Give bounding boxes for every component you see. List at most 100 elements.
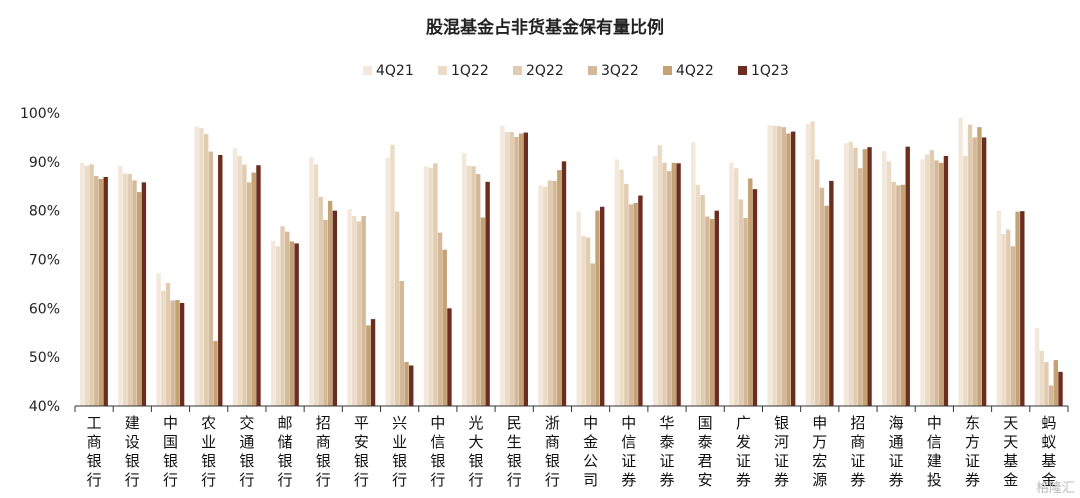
bar-4Q21 [194, 126, 199, 407]
bar-4Q21 [729, 162, 734, 406]
bar-3Q22 [819, 187, 825, 406]
bar-1Q22 [313, 164, 319, 406]
bar-4Q22 [939, 162, 944, 406]
x-category-label: 邮储银行 [278, 414, 293, 489]
bar-1Q23 [1058, 371, 1063, 406]
bar-group [194, 126, 223, 407]
bar-4Q22 [709, 218, 715, 406]
bar-4Q21 [423, 166, 429, 406]
bar-4Q22 [289, 241, 295, 406]
x-category-label: 招商证券 [850, 414, 865, 489]
bar-4Q22 [327, 200, 333, 406]
bar-4Q22 [1015, 211, 1020, 406]
bar-1Q23 [867, 147, 872, 406]
bar-1Q23 [676, 163, 681, 406]
bar-group [767, 125, 796, 407]
bar-2Q22 [203, 134, 209, 406]
bar-1Q23 [561, 161, 567, 406]
x-category-label: 中信证券 [621, 414, 636, 489]
bar-4Q22 [442, 249, 447, 406]
bar-3Q22 [476, 174, 481, 406]
bar-4Q21 [767, 125, 772, 407]
bar-1Q22 [352, 216, 357, 406]
bar-1Q22 [1001, 234, 1006, 406]
bar-4Q22 [862, 149, 868, 406]
x-category-label: 民生银行 [507, 414, 522, 489]
bar-group [156, 273, 185, 406]
bar-1Q23 [829, 180, 834, 406]
y-tick-label: 40% [29, 399, 60, 415]
x-category-label: 中金公司 [583, 414, 598, 489]
x-category-label: 建设银行 [125, 414, 140, 489]
bar-4Q21 [843, 143, 849, 406]
bar-1Q22 [886, 161, 892, 406]
bar-4Q22 [786, 133, 791, 406]
bar-1Q23 [1020, 211, 1025, 406]
bar-2Q22 [662, 162, 667, 406]
bar-1Q23 [332, 210, 338, 406]
bar-1Q22 [504, 132, 510, 407]
bar-4Q22 [480, 217, 486, 406]
x-category-label: 兴业银行 [392, 414, 407, 489]
bar-2Q22 [1044, 362, 1049, 406]
bar-1Q22 [237, 155, 242, 406]
bar-2Q22 [242, 164, 247, 406]
legend-label-3Q22: 3Q22 [601, 63, 639, 79]
x-category-label: 中信建投 [927, 414, 942, 489]
bar-1Q23 [179, 302, 185, 406]
bar-4Q21 [347, 209, 352, 406]
bar-1Q22 [122, 173, 128, 406]
bar-1Q22 [695, 184, 701, 406]
bar-group [614, 159, 643, 406]
bar-1Q22 [619, 169, 624, 406]
y-tick-label: 60% [29, 301, 60, 317]
bar-group [461, 153, 490, 406]
bar-group [843, 141, 872, 407]
bar-1Q23 [409, 365, 414, 406]
bar-2Q22 [929, 150, 935, 406]
legend-swatch-3Q22 [588, 66, 597, 75]
bar-group [920, 150, 949, 406]
bar-4Q21 [309, 156, 314, 406]
bar-1Q23 [141, 182, 147, 406]
bar-2Q22 [89, 164, 94, 406]
bar-1Q23 [447, 308, 452, 406]
bar-group [232, 148, 261, 406]
bar-1Q23 [905, 146, 910, 406]
legend-label-1Q23: 1Q23 [751, 63, 789, 79]
bar-4Q21 [461, 153, 467, 406]
bar-group [729, 162, 758, 406]
x-category-label: 东方证券 [965, 414, 980, 489]
bar-3Q22 [896, 185, 901, 406]
bar-4Q22 [977, 127, 982, 406]
bar-2Q22 [165, 282, 171, 406]
bar-2Q22 [967, 124, 973, 406]
bar-4Q21 [652, 155, 658, 406]
bar-3Q22 [628, 204, 634, 406]
bar-2Q22 [815, 159, 820, 406]
bar-1Q22 [1039, 350, 1044, 406]
x-category-label: 中信银行 [430, 414, 445, 489]
bar-3Q22 [361, 216, 366, 406]
x-category-label: 平安银行 [354, 414, 369, 489]
bar-1Q22 [848, 141, 853, 406]
bar-groups [80, 117, 1063, 407]
bar-2Q22 [700, 195, 705, 406]
bar-4Q21 [500, 125, 505, 406]
legend-label-4Q21: 4Q21 [376, 63, 414, 79]
bar-3Q22 [857, 168, 863, 406]
watermark-text: 格隆汇 [1036, 480, 1075, 496]
x-category-label: 浙商银行 [545, 414, 560, 489]
bar-group [691, 142, 719, 407]
x-category-label: 光大银行 [469, 414, 484, 489]
bar-3Q22 [285, 231, 290, 406]
bar-1Q23 [638, 195, 643, 406]
bar-1Q23 [218, 155, 223, 406]
legend-swatch-4Q22 [663, 66, 672, 75]
bar-2Q22 [280, 226, 285, 406]
bar-1Q22 [161, 290, 166, 406]
legend-label-4Q22: 4Q22 [676, 63, 714, 79]
bar-4Q21 [118, 165, 123, 406]
bar-1Q22 [390, 144, 395, 407]
bar-1Q23 [981, 137, 987, 407]
